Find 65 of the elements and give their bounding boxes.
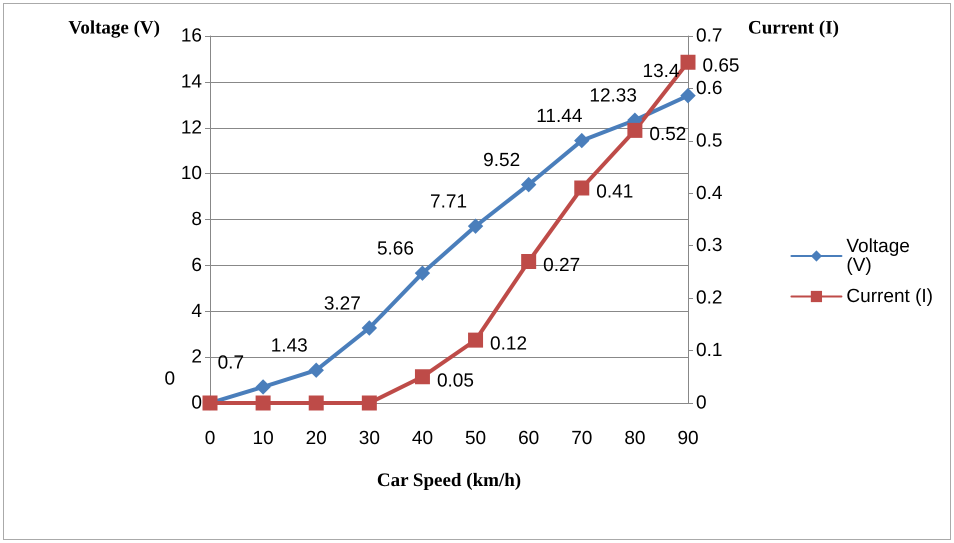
y-tick-label: 16 xyxy=(180,26,202,46)
point xyxy=(521,177,536,192)
data-label: 1.43 xyxy=(270,336,308,357)
point xyxy=(574,180,590,196)
y-tick-label: 4 xyxy=(191,300,202,322)
data-label: 0.27 xyxy=(543,254,580,276)
y2-tick-label: 0.7 xyxy=(696,26,722,46)
point xyxy=(680,54,696,70)
x-tick-label: 90 xyxy=(677,428,699,449)
data-label: 5.66 xyxy=(376,238,414,260)
point xyxy=(308,396,324,410)
legend-label: Current (I) xyxy=(846,286,934,307)
y2-tick-label: 0.1 xyxy=(696,340,722,362)
x-tick-label: 10 xyxy=(252,428,274,449)
x-tick-label: 50 xyxy=(464,428,486,449)
y2-tick-label: 0.5 xyxy=(696,130,722,152)
data-label: 0.12 xyxy=(490,334,528,355)
data-label: 0 xyxy=(164,368,176,390)
point xyxy=(362,320,377,336)
y2-tick-label: 0.4 xyxy=(696,182,723,204)
x-axis-title: Car Speed (km/h) xyxy=(376,470,522,491)
point xyxy=(680,88,696,104)
point xyxy=(362,396,377,410)
point xyxy=(521,254,536,269)
y-tick-label: 2 xyxy=(191,346,202,368)
y2-tick-label: 0.6 xyxy=(696,78,722,99)
data-label: 3.27 xyxy=(324,293,361,314)
data-label: 9.52 xyxy=(483,150,520,172)
y-axis-title: Voltage (V) xyxy=(68,18,160,38)
x-tick-label: 20 xyxy=(306,428,327,449)
data-label: 12.33 xyxy=(589,86,637,107)
point xyxy=(574,133,590,148)
y-tick-label: 8 xyxy=(191,209,202,230)
x-tick-label: 80 xyxy=(624,428,646,449)
point xyxy=(468,332,484,348)
y-tick-label: 6 xyxy=(191,254,202,276)
data-label: 13.4 xyxy=(642,61,680,82)
point xyxy=(627,122,642,138)
data-label: 0.65 xyxy=(702,56,740,77)
data-label: 0.05 xyxy=(436,370,474,392)
data-label: 7.71 xyxy=(430,192,468,213)
x-tick-label: 60 xyxy=(518,428,540,449)
y-tick-label: 14 xyxy=(180,71,202,92)
data-label: 0.7 xyxy=(218,352,244,374)
point xyxy=(256,396,271,410)
point xyxy=(414,266,430,281)
data-label: 11.44 xyxy=(536,106,583,128)
y-tick-label: 12 xyxy=(180,117,202,138)
data-label: 0.52 xyxy=(649,124,686,145)
y2-tick-label: 0.3 xyxy=(696,235,722,256)
legend-label: Voltage (V) xyxy=(846,236,916,276)
y-tick-label: 10 xyxy=(180,163,202,184)
point xyxy=(414,369,430,384)
data-label: 0.41 xyxy=(596,182,634,203)
y-tick-label: 0 xyxy=(191,392,202,414)
point xyxy=(256,379,271,394)
y2-axis-title: Current (I) xyxy=(748,18,839,38)
x-tick-label: 70 xyxy=(571,428,592,449)
y2-tick-label: 0.2 xyxy=(696,288,722,309)
x-tick-label: 30 xyxy=(358,428,380,449)
x-tick-label: 0 xyxy=(204,428,216,449)
point xyxy=(468,218,484,234)
y2-tick-label: 0 xyxy=(696,392,707,414)
point xyxy=(308,362,324,378)
x-tick-label: 40 xyxy=(412,428,434,449)
